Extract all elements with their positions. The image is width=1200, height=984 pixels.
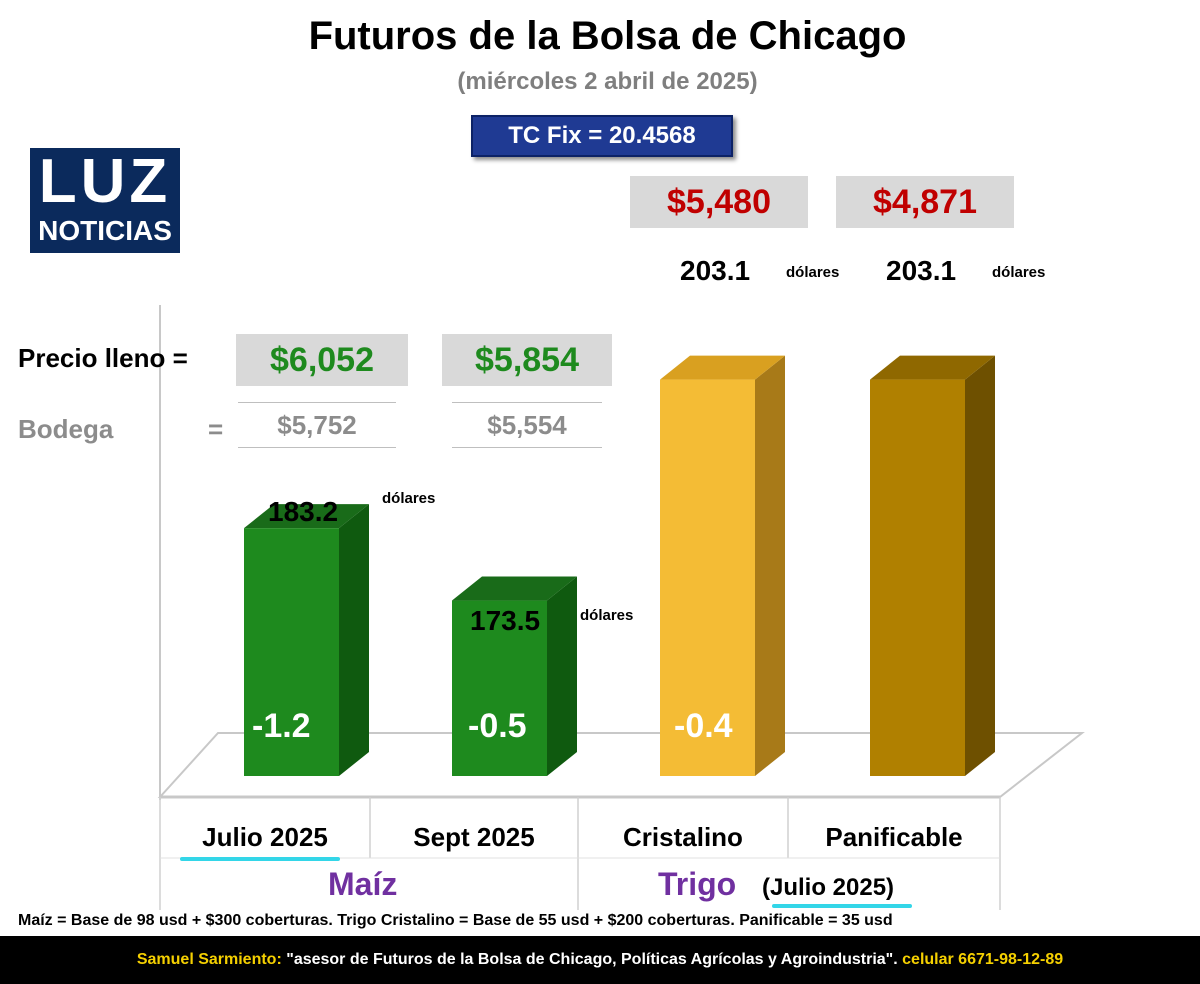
group-label-maiz: Maíz (328, 866, 398, 902)
unit-label-panificable: dólares (992, 264, 1046, 281)
footnote: Maíz = Base de 98 usd + $300 coberturas.… (18, 912, 893, 929)
bar-panificable (870, 355, 995, 776)
value-label-cristalino: 203.1 (680, 255, 751, 286)
change-label-sept: -0.5 (468, 707, 527, 745)
bodega-julio: $5,752 (238, 402, 396, 448)
precio-lleno-julio: $6,052 (236, 334, 408, 386)
precio-lleno-panificable: $4,871 (836, 176, 1014, 228)
value-label-julio: 183.2 (268, 496, 339, 527)
bodega-sept: $5,554 (452, 402, 602, 448)
chart-frame (157, 305, 1085, 910)
bar-side-cristalino (755, 355, 785, 776)
exchange-rate-badge: TC Fix = 20.4568 (471, 115, 733, 157)
precio-lleno-sept: $5,854 (442, 334, 612, 386)
bar-top-cristalino (660, 355, 785, 380)
bodega-equals: = (208, 414, 224, 444)
unit-label-sept: dólares (580, 607, 634, 624)
value-label-panificable: 203.1 (886, 255, 957, 286)
chart-subtitle: (miércoles 2 abril de 2025) (457, 68, 758, 95)
trigo-underline (772, 904, 912, 908)
unit-label-cristalino: dólares (786, 264, 840, 281)
julio-underline (180, 857, 340, 861)
change-label-cristalino: -0.4 (674, 707, 733, 745)
bar-top-julio (244, 504, 369, 529)
precio-lleno-cristalino: $5,480 (630, 176, 808, 228)
luz-noticias-logo: LUZ NOTICIAS (30, 148, 180, 253)
bar-front-cristalino (660, 379, 755, 776)
value-label-sept: 173.5 (470, 605, 541, 636)
footer-phone: celular 6671-98-12-89 (902, 951, 1064, 968)
change-label-julio: -1.2 (252, 707, 311, 745)
bar-cristalino (660, 355, 785, 776)
logo-text-noticias: NOTICIAS (38, 215, 172, 246)
precio-lleno-label: Precio lleno = (18, 343, 188, 373)
bar-sept (452, 576, 577, 776)
category-label-cristalino: Cristalino (623, 822, 743, 852)
bar-side-julio (339, 504, 369, 776)
bar-side-panificable (965, 355, 995, 776)
logo-text-luz: LUZ (38, 147, 172, 216)
bars-group (244, 355, 995, 776)
footer-name: Samuel Sarmiento: (136, 951, 282, 968)
chart-title: Futuros de la Bolsa de Chicago (308, 14, 907, 58)
trigo-period-note: (Julio 2025) (762, 874, 895, 901)
footer-quote: "asesor de Futuros de la Bolsa de Chicag… (281, 951, 903, 968)
unit-label-julio: dólares (382, 490, 436, 507)
group-label-trigo: Trigo (658, 866, 737, 902)
category-label-julio: Julio 2025 (202, 822, 328, 852)
bar-side-sept (547, 576, 577, 776)
category-label-sept: Sept 2025 (413, 822, 535, 852)
bodega-label: Bodega (18, 414, 114, 444)
bar-julio (244, 504, 369, 776)
footer-bar: Samuel Sarmiento: "asesor de Futuros de … (0, 936, 1200, 984)
bar-front-julio (244, 528, 339, 776)
bar-front-panificable (870, 379, 965, 776)
bar-top-panificable (870, 355, 995, 380)
bar-front-sept (452, 600, 547, 776)
bar-top-sept (452, 576, 577, 601)
category-label-panificable: Panificable (825, 822, 963, 852)
